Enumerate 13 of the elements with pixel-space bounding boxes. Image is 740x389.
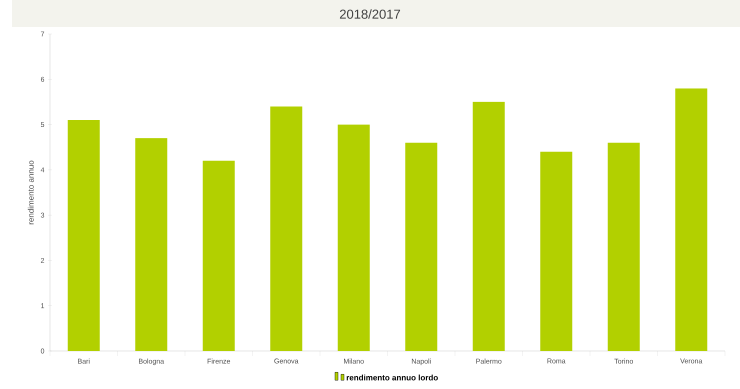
legend-label: rendimento annuo lordo: [346, 374, 438, 380]
bar: [135, 138, 168, 351]
bar: [338, 124, 370, 351]
bar: [540, 152, 572, 351]
bar: [68, 120, 100, 351]
chart-title: 2018/2017: [340, 9, 400, 19]
bar: [270, 106, 302, 351]
bar: [202, 160, 235, 351]
bar: [675, 88, 708, 351]
y-axis-title: rendimento annuo: [28, 160, 34, 224]
bar: [608, 142, 640, 351]
bar: [472, 102, 505, 351]
bar: [405, 142, 438, 351]
